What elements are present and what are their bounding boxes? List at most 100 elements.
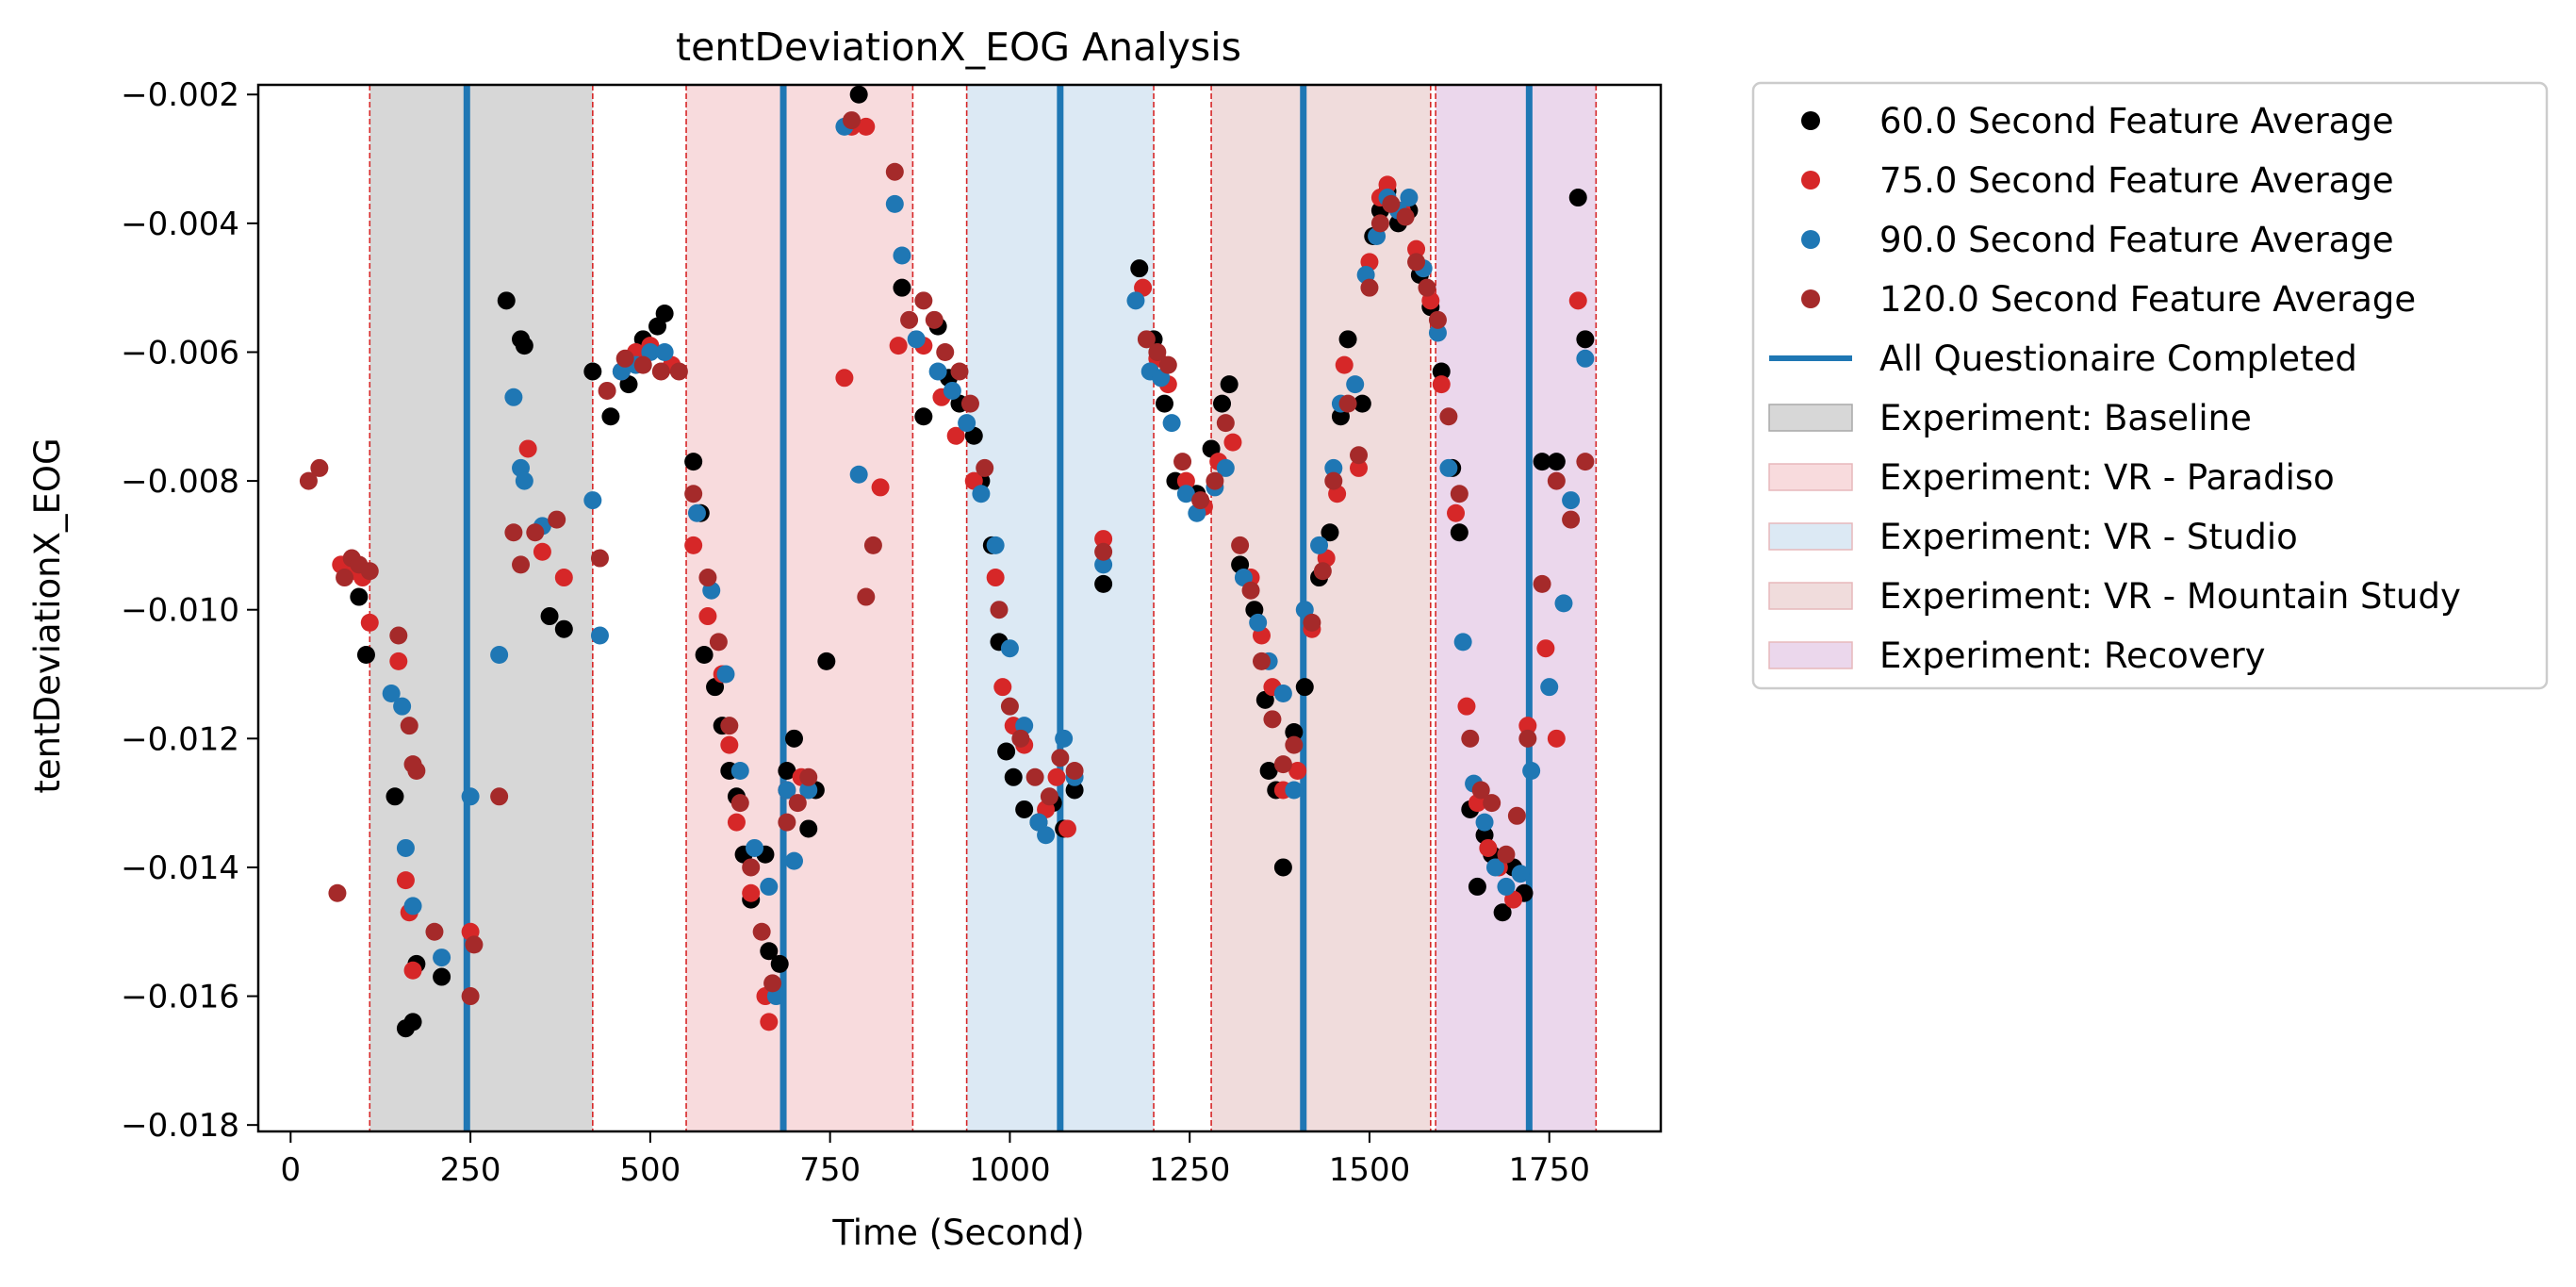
legend-entry-2: 90.0 Second Feature Average (1801, 220, 2394, 260)
data-point (684, 485, 703, 503)
legend-entry-7: Experiment: VR - Studio (1768, 517, 2298, 557)
data-point (1047, 767, 1066, 786)
data-point (843, 111, 861, 130)
data-point (1137, 330, 1156, 349)
data-point (1407, 253, 1426, 272)
data-point (504, 523, 523, 542)
data-point (1350, 458, 1369, 477)
data-point (328, 883, 347, 902)
data-point (583, 362, 602, 381)
x-tick-label: 1500 (1329, 1151, 1411, 1189)
legend-entry-5: Experiment: Baseline (1768, 398, 2252, 438)
data-point (958, 414, 976, 433)
plot-frame (256, 83, 1663, 1133)
data-point (403, 1013, 422, 1031)
x-axis-ticks: 0 250 500 750 1000 1250 1500 1750 (281, 1131, 1590, 1189)
data-point (1313, 562, 1332, 581)
legend-entry-9: Experiment: Recovery (1768, 635, 2266, 676)
legend-marker (1801, 171, 1820, 190)
x-tick-label: 250 (440, 1151, 501, 1189)
data-point (615, 349, 634, 368)
data-points (299, 85, 1595, 1038)
data-point (389, 652, 408, 670)
data-point (1213, 394, 1232, 413)
data-point (857, 117, 876, 136)
data-point (1176, 485, 1195, 503)
data-point (590, 626, 609, 645)
data-point (1249, 613, 1268, 632)
data-point (1000, 639, 1019, 658)
data-point (760, 1013, 779, 1031)
y-tick-label: −0.010 (121, 592, 239, 630)
data-point (1450, 523, 1468, 542)
legend-patch-swatch (1768, 522, 1853, 551)
data-point (778, 813, 796, 832)
data-point (518, 439, 537, 458)
legend-patch-swatch (1768, 404, 1853, 432)
data-point (1568, 291, 1587, 310)
data-point (871, 478, 890, 497)
data-point (548, 510, 566, 529)
data-point (360, 562, 379, 581)
legend-patch-swatch (1768, 463, 1853, 491)
data-point (433, 967, 451, 986)
data-point (461, 987, 480, 1006)
chart-title: tentDeviationX_EOG Analysis (676, 25, 1241, 70)
x-tick-label: 1750 (1508, 1151, 1590, 1189)
data-point (990, 601, 1009, 619)
y-tick-label: −0.012 (121, 720, 239, 758)
data-point (504, 388, 523, 406)
region-3 (1211, 85, 1431, 1131)
data-point (799, 767, 818, 786)
region-1 (686, 85, 913, 1131)
data-point (1065, 761, 1084, 780)
data-point (698, 607, 717, 626)
data-point (742, 858, 761, 877)
data-point (849, 465, 868, 484)
data-point (1439, 407, 1458, 426)
data-point (976, 458, 994, 477)
data-point (997, 742, 1016, 761)
data-point (1216, 458, 1235, 477)
legend-label: Experiment: VR - Mountain Study (1879, 576, 2461, 617)
data-point (407, 761, 426, 780)
y-tick-label: −0.018 (121, 1107, 239, 1145)
data-point (350, 587, 369, 606)
data-point (1273, 685, 1292, 703)
data-point (512, 555, 531, 574)
data-point (900, 310, 919, 329)
data-point (1407, 239, 1426, 258)
data-point (1155, 394, 1173, 413)
data-point (1540, 678, 1559, 697)
data-point (382, 685, 401, 703)
data-point (1428, 310, 1447, 329)
data-point (742, 883, 761, 902)
data-point (1231, 536, 1250, 554)
data-point (1353, 394, 1371, 413)
legend-label: All Questionaire Completed (1879, 338, 2357, 379)
data-point (598, 381, 616, 400)
data-point (993, 678, 1012, 697)
data-point (760, 877, 779, 896)
data-point (633, 355, 652, 374)
data-point (1303, 613, 1321, 632)
data-point (885, 162, 904, 181)
data-point (1453, 633, 1472, 652)
data-point (1346, 375, 1365, 394)
data-point (1094, 542, 1113, 561)
data-point (540, 607, 559, 626)
data-point (986, 569, 1005, 587)
data-point (1350, 446, 1369, 465)
legend-label: 60.0 Second Feature Average (1879, 101, 2394, 141)
data-point (1025, 767, 1044, 786)
data-point (1568, 189, 1587, 207)
data-point (972, 485, 991, 503)
data-point (1471, 781, 1490, 800)
data-point (763, 974, 782, 993)
data-point (1148, 342, 1167, 361)
data-point (336, 569, 354, 587)
data-point (1418, 278, 1436, 297)
legend-marker (1801, 289, 1820, 308)
data-point (601, 407, 620, 426)
